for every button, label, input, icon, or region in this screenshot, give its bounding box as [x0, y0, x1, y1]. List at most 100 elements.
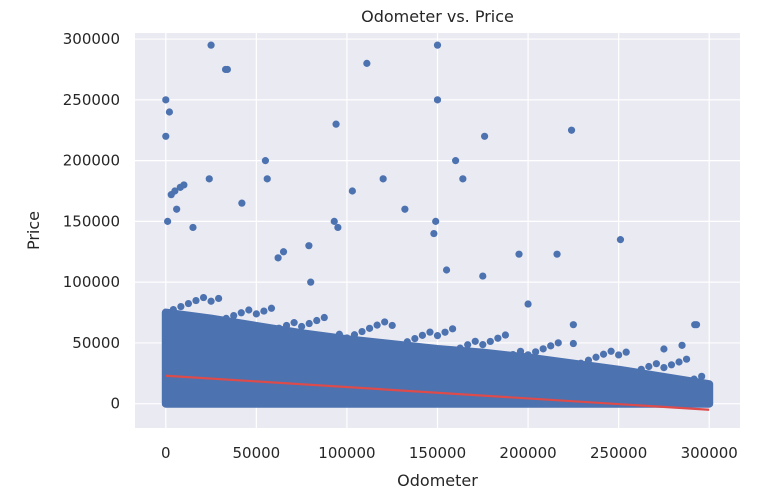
scatter-point [667, 361, 676, 369]
scatter-point [199, 293, 208, 302]
scatter-point [388, 321, 396, 330]
scatter-point [343, 334, 351, 342]
scatter-point [615, 351, 623, 359]
scatter-point [358, 327, 366, 336]
scatter-point [192, 296, 200, 305]
scatter-point [274, 254, 282, 262]
scatter-point [307, 278, 315, 286]
scatter-point [660, 363, 668, 372]
scatter-point [698, 372, 706, 380]
scatter-point [305, 319, 313, 328]
scatter-point [279, 248, 288, 256]
scatter-point [373, 321, 381, 329]
scatter-point [418, 331, 427, 339]
y-tick-label: 100000 [63, 273, 120, 291]
scatter-point [616, 236, 625, 244]
scatter-point [237, 309, 245, 317]
scatter-point [267, 304, 276, 312]
fit-line-group [165, 374, 710, 411]
scatter-point [692, 321, 701, 329]
scatter-point [479, 272, 487, 280]
y-tick-label: 0 [110, 395, 120, 413]
scatter-point [396, 341, 404, 349]
dense-point-band [161, 293, 714, 408]
scatter-point [456, 344, 464, 352]
scatter-point [607, 347, 615, 355]
x-tick-label: 0 [161, 444, 171, 462]
scatter-point [180, 181, 188, 189]
scatter-point [539, 345, 547, 353]
scatter-point [334, 223, 342, 232]
scatter-point [162, 132, 170, 140]
scatter-point [547, 342, 555, 350]
scatter-point [592, 353, 600, 361]
scatter-point [501, 331, 510, 339]
scatter-point [171, 187, 179, 195]
scatter-point [335, 330, 343, 338]
scatter-point [690, 375, 698, 383]
scatter-point [252, 310, 260, 318]
scatter-point [532, 348, 540, 356]
scatter-point [363, 59, 371, 67]
y-tick-labels: 0 50000 100000 150000 200000 250000 300000 [63, 30, 120, 413]
scatter-point [305, 242, 313, 250]
scatter-point [441, 328, 449, 336]
y-tick-label: 200000 [63, 152, 120, 170]
scatter-point [330, 217, 338, 225]
scatter-point [162, 308, 170, 317]
scatter-point [562, 358, 570, 367]
scatter-point [173, 205, 181, 213]
y-tick-label: 250000 [63, 91, 120, 109]
scatter-point [675, 358, 683, 366]
scatter-point [433, 332, 442, 340]
y-tick-label: 300000 [63, 30, 120, 48]
scatter-point [290, 319, 298, 327]
y-tick-label: 50000 [72, 334, 120, 352]
scatter-point [660, 345, 668, 353]
scatter-point [652, 360, 660, 368]
scatter-point [261, 157, 270, 165]
x-tick-labels: 0 50000 100000 150000 200000 250000 300000 [161, 444, 738, 462]
scatter-point [381, 318, 389, 326]
scatter-point [569, 321, 577, 329]
scatter-point [464, 341, 472, 349]
scatter-point [486, 337, 494, 346]
scatter-point [599, 350, 608, 358]
scatter-point [298, 322, 306, 331]
scatter-point [403, 338, 411, 346]
x-tick-label: 150000 [409, 444, 466, 462]
scatter-point [164, 217, 172, 225]
scatter-point [282, 321, 291, 330]
scatter-point [524, 351, 532, 359]
scatter-point [207, 41, 215, 49]
scatter-point [430, 229, 438, 238]
scatter-point [426, 328, 434, 336]
scatter-point [207, 297, 215, 305]
scatter-point [230, 311, 238, 320]
scatter-point [275, 324, 283, 332]
scatter-point [442, 266, 451, 274]
scatter-point [350, 331, 359, 339]
dense-band-area [161, 308, 714, 408]
scatter-point [577, 359, 585, 367]
scatter-point [177, 302, 185, 311]
scatter-point [328, 333, 336, 341]
scatter-point [448, 325, 457, 333]
scatter-point [263, 175, 271, 183]
scatter-point [433, 41, 442, 49]
regression-line [165, 374, 710, 411]
scatter-point [584, 356, 593, 364]
scatter-point [637, 365, 645, 373]
scatter-point [480, 132, 489, 140]
y-axis-title: Price [24, 211, 43, 250]
scatter-point [622, 348, 630, 356]
x-tick-label: 50000 [233, 444, 281, 462]
scatter-point [682, 355, 691, 363]
scatter-point [411, 334, 419, 343]
scatter-point [162, 96, 170, 104]
scatter-point [222, 314, 230, 322]
scatter-point [471, 337, 479, 345]
scatter-point [645, 362, 653, 371]
